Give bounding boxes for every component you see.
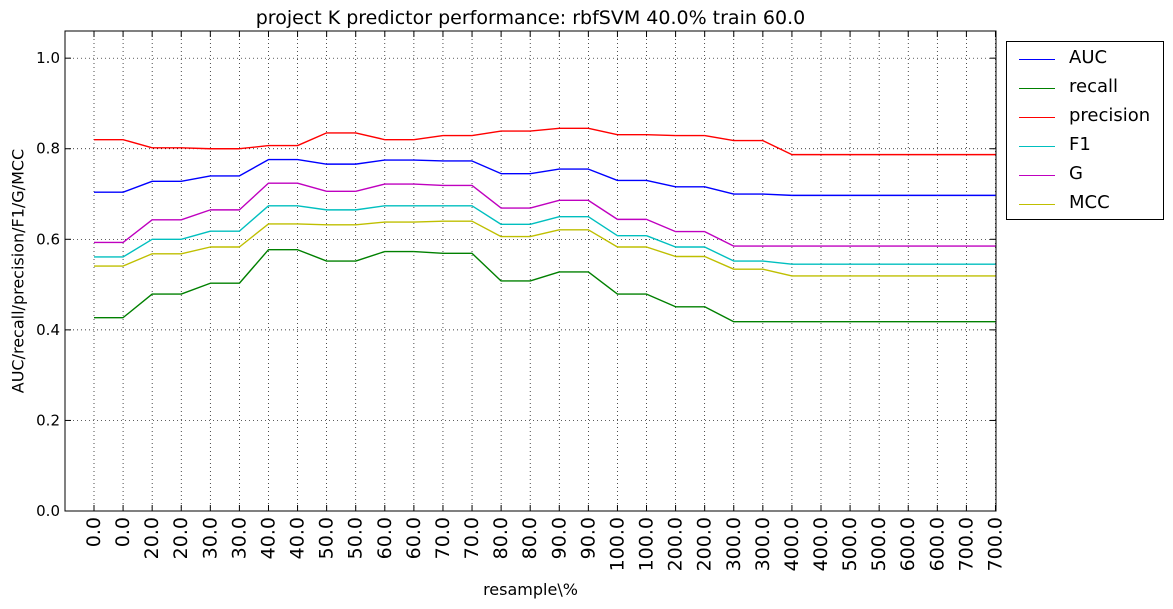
x-tick-label: 40.0 bbox=[257, 517, 279, 559]
y-tick-label: 0.6 bbox=[36, 230, 60, 248]
x-tick-label: 90.0 bbox=[577, 517, 599, 559]
legend-item-mcc: MCC bbox=[1007, 190, 1163, 219]
chart-legend: AUC recall precision F1 G MCC bbox=[1006, 41, 1164, 220]
x-tick-label: 70.0 bbox=[461, 517, 483, 559]
x-tick-label: 500.0 bbox=[868, 517, 890, 571]
legend-item-f1: F1 bbox=[1007, 132, 1163, 161]
x-tick-label: 0.0 bbox=[83, 517, 105, 547]
x-tick-label: 0.0 bbox=[112, 517, 134, 547]
series-lines bbox=[94, 127, 996, 323]
legend-label-auc: AUC bbox=[1069, 47, 1108, 68]
legend-item-precision: precision bbox=[1007, 103, 1163, 132]
legend-swatch-g bbox=[1019, 175, 1055, 176]
y-tick-label: 1.0 bbox=[36, 49, 60, 67]
legend-swatch-mcc bbox=[1019, 204, 1055, 205]
x-tick-label: 400.0 bbox=[781, 517, 803, 571]
legend-item-g: G bbox=[1007, 161, 1163, 190]
y-tick-label: 0.4 bbox=[36, 321, 60, 339]
legend-swatch-recall bbox=[1019, 88, 1055, 89]
legend-swatch-auc bbox=[1019, 59, 1055, 60]
series-line-f1 bbox=[94, 205, 996, 265]
series-line-auc bbox=[94, 158, 996, 197]
legend-label-f1: F1 bbox=[1069, 134, 1091, 155]
x-tick-label: 700.0 bbox=[955, 517, 977, 571]
x-tick-label: 60.0 bbox=[374, 517, 396, 559]
x-tick-label: 40.0 bbox=[287, 517, 309, 559]
x-tick-label: 200.0 bbox=[665, 517, 687, 571]
legend-label-precision: precision bbox=[1069, 105, 1151, 126]
series-line-mcc bbox=[94, 220, 996, 277]
x-tick-label: 80.0 bbox=[490, 517, 512, 559]
grid-lines bbox=[65, 31, 996, 511]
y-axis-label: AUC/recall/precision/F1/G/MCC bbox=[8, 148, 28, 394]
x-tick-label: 30.0 bbox=[228, 517, 250, 559]
x-tick-label: 70.0 bbox=[432, 517, 454, 559]
x-tick-label: 20.0 bbox=[141, 517, 163, 559]
x-tick-label: 60.0 bbox=[403, 517, 425, 559]
x-tick-label: 50.0 bbox=[316, 517, 338, 559]
x-axis-label: resample\% bbox=[483, 580, 578, 599]
x-tick-label: 90.0 bbox=[548, 517, 570, 559]
x-tick-label: 300.0 bbox=[723, 517, 745, 571]
x-tick-label: 600.0 bbox=[926, 517, 948, 571]
legend-item-auc: AUC bbox=[1007, 45, 1163, 74]
x-tick-label: 80.0 bbox=[519, 517, 541, 559]
y-tick-label: 0.0 bbox=[36, 502, 60, 520]
x-tick-label: 30.0 bbox=[199, 517, 221, 559]
series-line-recall bbox=[94, 249, 996, 323]
x-tick-label: 20.0 bbox=[170, 517, 192, 559]
x-tick-label: 100.0 bbox=[636, 517, 658, 571]
y-tick-label: 0.2 bbox=[36, 411, 60, 429]
x-tick-label: 300.0 bbox=[752, 517, 774, 571]
legend-item-recall: recall bbox=[1007, 74, 1163, 103]
series-line-precision bbox=[94, 127, 996, 156]
chart-title: project K predictor performance: rbfSVM … bbox=[255, 7, 806, 29]
legend-label-recall: recall bbox=[1069, 76, 1119, 97]
x-tick-label: 600.0 bbox=[897, 517, 919, 571]
legend-swatch-f1 bbox=[1019, 146, 1055, 147]
x-tick-label: 400.0 bbox=[810, 517, 832, 571]
x-tick-label: 200.0 bbox=[694, 517, 716, 571]
x-tick-label: 100.0 bbox=[606, 517, 628, 571]
x-tick-label: 700.0 bbox=[984, 517, 1006, 571]
legend-swatch-precision bbox=[1019, 117, 1055, 118]
x-tick-label: 50.0 bbox=[345, 517, 367, 559]
axis-ticks: 0.0 0.0 20.0 20.0 30.0 30.0 40.0 40.0 50.0 50.0 60… bbox=[36, 31, 1006, 571]
y-tick-label: 0.8 bbox=[36, 140, 60, 158]
legend-label-mcc: MCC bbox=[1069, 192, 1110, 213]
legend-label-g: G bbox=[1069, 163, 1083, 184]
x-tick-label: 500.0 bbox=[839, 517, 861, 571]
series-line-g bbox=[94, 182, 996, 247]
